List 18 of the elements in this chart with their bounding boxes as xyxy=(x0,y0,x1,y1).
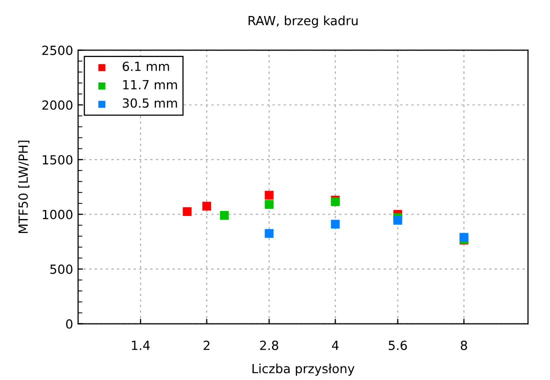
legend-label: 11.7 mm xyxy=(123,80,177,90)
x-tick-label: 8 xyxy=(460,340,468,350)
y-tick-label: 2500 xyxy=(42,46,72,56)
y-tick-label: 2000 xyxy=(42,100,72,110)
x-tick-label: 2 xyxy=(204,340,210,350)
x-tick-label: 2.8 xyxy=(260,340,278,350)
y-tick-label: 500 xyxy=(50,264,72,274)
x-tick-label: 1.4 xyxy=(132,340,150,350)
y-tick-label: 1000 xyxy=(42,210,72,220)
y-tick-label: 0 xyxy=(66,319,72,329)
x-tick-label: 5.6 xyxy=(388,340,407,350)
y-tick-label: 1500 xyxy=(42,155,72,165)
legend-label: 30.5 mm xyxy=(122,98,177,108)
x-tick-label: 4 xyxy=(332,340,339,350)
chart-title: RAW, brzeg kadru xyxy=(248,16,358,28)
legend-label: 6.1 mm xyxy=(122,62,169,72)
y-axis-title: MTF50 [LW/PH] xyxy=(18,140,30,234)
x-axis-title: Liczba przysłony xyxy=(252,364,354,376)
